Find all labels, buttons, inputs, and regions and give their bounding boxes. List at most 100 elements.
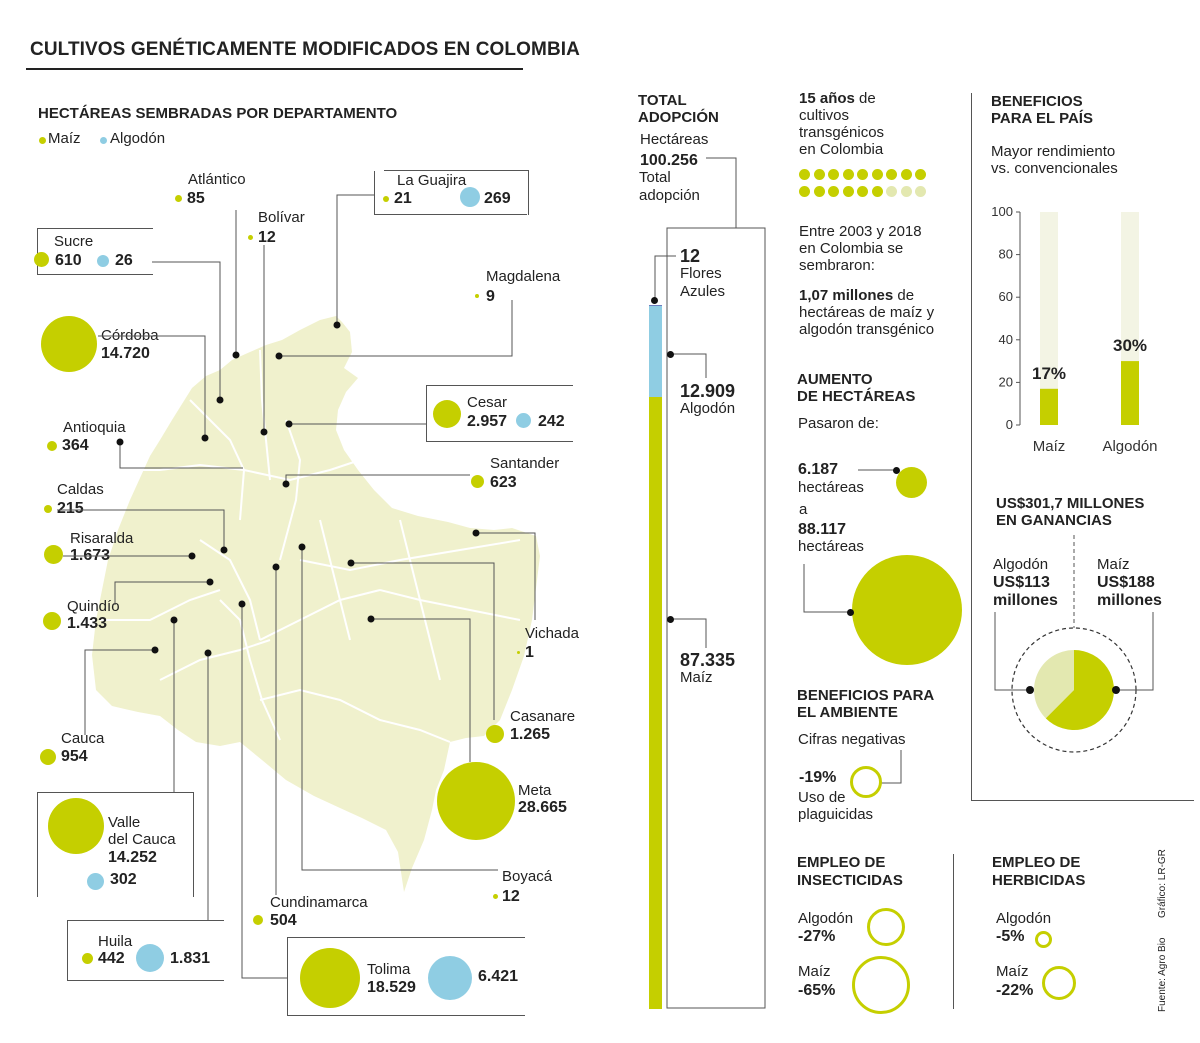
algodon-label: Algodón (680, 400, 736, 417)
maiz-label: Maíz (680, 669, 713, 686)
period-text-3: sembraron: (799, 257, 875, 274)
dept-cesar-algodon-dot (516, 413, 531, 428)
year-dot (900, 169, 912, 180)
year-dot (828, 169, 839, 180)
years-text-4: en Colombia (799, 141, 884, 158)
dept-guajira-maiz: 21 (394, 190, 412, 207)
year-dot (886, 186, 897, 197)
year-dot (886, 169, 897, 180)
insecticidas-maiz-value: -65% (798, 982, 836, 999)
dept-tolima-algodon-dot (428, 956, 472, 1000)
maiz-value: 87.335 (680, 650, 736, 670)
ambiente-sub: Cifras negativas (798, 731, 906, 748)
year-dot (842, 169, 854, 180)
year-dot (813, 186, 825, 197)
insecticidas-algodon-value: -27% (798, 928, 836, 945)
period-bold: 1,07 millones (799, 287, 894, 304)
dept-caldas-name: Caldas (57, 481, 104, 498)
years-dot-grid (799, 169, 931, 201)
y-tick-label: 100 (991, 204, 1013, 219)
dept-cesar-name: Cesar (467, 394, 508, 411)
dept-huila-algodon: 1.831 (170, 950, 211, 967)
legend-maiz: Maíz (48, 130, 81, 147)
dept-cordoba-maiz: 14.720 (101, 345, 150, 362)
dept-bolivar-maiz-dot (248, 235, 253, 240)
dept-quindio-maiz-dot (43, 612, 61, 630)
herbicidas-maiz-value: -22% (996, 982, 1034, 999)
bar-value-label: 30% (1113, 336, 1147, 355)
insecticidas-maiz-ring (852, 956, 910, 1014)
bar-segment-flores (649, 305, 662, 306)
y-tick-label: 60 (999, 289, 1013, 304)
dept-huila-name: Huila (98, 933, 133, 950)
year-dot (842, 186, 854, 197)
dept-guajira-box-bottom (374, 214, 527, 215)
dept-cordoba-maiz-dot (41, 316, 97, 372)
dept-magdalena-maiz: 9 (486, 288, 495, 305)
dept-boyaca-maiz: 12 (502, 888, 520, 905)
dept-boyaca-maiz-dot (493, 894, 498, 899)
dept-atlantico-maiz: 85 (187, 190, 205, 207)
aumento-to-value: 88.117 (798, 521, 847, 538)
pie-label-0: Algodón (993, 556, 1048, 573)
dept-valle-maiz-dot (48, 798, 104, 854)
dept-santander-name: Santander (490, 455, 560, 472)
insecticidas-maiz-label: Maíz (798, 963, 831, 980)
maiz-marker (667, 616, 674, 623)
bar-segment-algodon (649, 306, 662, 397)
dept-cundinamarca-maiz-dot (253, 915, 263, 925)
period-text-5: hectáreas de maíz y (799, 304, 935, 321)
dept-guajira-name: La Guajira (394, 173, 470, 189)
flores-label-2: Azules (680, 283, 726, 300)
years-text-1: 15 años de (799, 91, 876, 107)
pie-label-1: millones (1097, 592, 1162, 609)
dept-risaralda-maiz-dot (44, 545, 63, 564)
pie-slice-1 (1045, 650, 1114, 730)
dept-sucre-algodon: 26 (115, 252, 133, 269)
dept-sucre-box (37, 228, 153, 275)
legend-maiz-dot (39, 137, 46, 144)
period-text-2: en Colombia se (799, 240, 904, 257)
pie-label-1: Maíz (1097, 556, 1130, 573)
pie-label-0: millones (993, 592, 1058, 609)
pie-slice-0 (1034, 650, 1074, 719)
dept-caldas-maiz: 215 (57, 500, 84, 517)
dept-casanare-name: Casanare (510, 708, 576, 725)
aumento-to-prefix: a (799, 501, 808, 518)
aumento-sub: Pasaron de: (798, 415, 879, 432)
insecticidas-divider (953, 854, 954, 1009)
credit-grafico: Gráfico: LR-GR (1157, 849, 1168, 918)
dept-guajira-box-gap (374, 170, 384, 171)
dept-valle-maiz: 14.252 (108, 849, 157, 866)
total-title-2: ADOPCIÓN (638, 109, 719, 126)
bar-category-label: Algodón (1102, 438, 1157, 455)
map-borders (100, 349, 521, 743)
dept-risaralda-name: Risaralda (70, 530, 134, 547)
y-tick-label: 40 (999, 332, 1013, 347)
insecticidas-algodon-ring (867, 908, 905, 946)
dept-sucre-maiz-dot (34, 252, 49, 267)
bar-category-label: Maíz (1033, 438, 1066, 455)
ganancias-title-2: EN GANANCIAS (996, 512, 1112, 529)
legend-algodon: Algodón (110, 130, 166, 147)
dept-antioquia-name: Antioquia (63, 419, 126, 436)
year-dot (857, 169, 868, 180)
year-dot (799, 186, 810, 197)
dept-huila-algodon-dot (136, 944, 164, 972)
dept-valle-algodon-dot (87, 873, 104, 890)
total-caption-1: Total (639, 169, 671, 186)
aumento-from-marker (893, 467, 900, 474)
period-text-6: algodón transgénico (799, 321, 935, 338)
aumento-to-unit: hectáreas (798, 538, 864, 555)
dept-antioquia-maiz: 364 (62, 437, 89, 454)
dept-casanare-maiz: 1.265 (510, 726, 551, 743)
insecticidas-title-2: INSECTICIDAS (797, 872, 903, 889)
dept-bolivar-maiz: 12 (258, 229, 276, 246)
dept-huila-maiz: 442 (98, 950, 125, 967)
pie-label-1: US$188 (1097, 574, 1155, 591)
dept-meta-maiz: 28.665 (518, 799, 567, 816)
